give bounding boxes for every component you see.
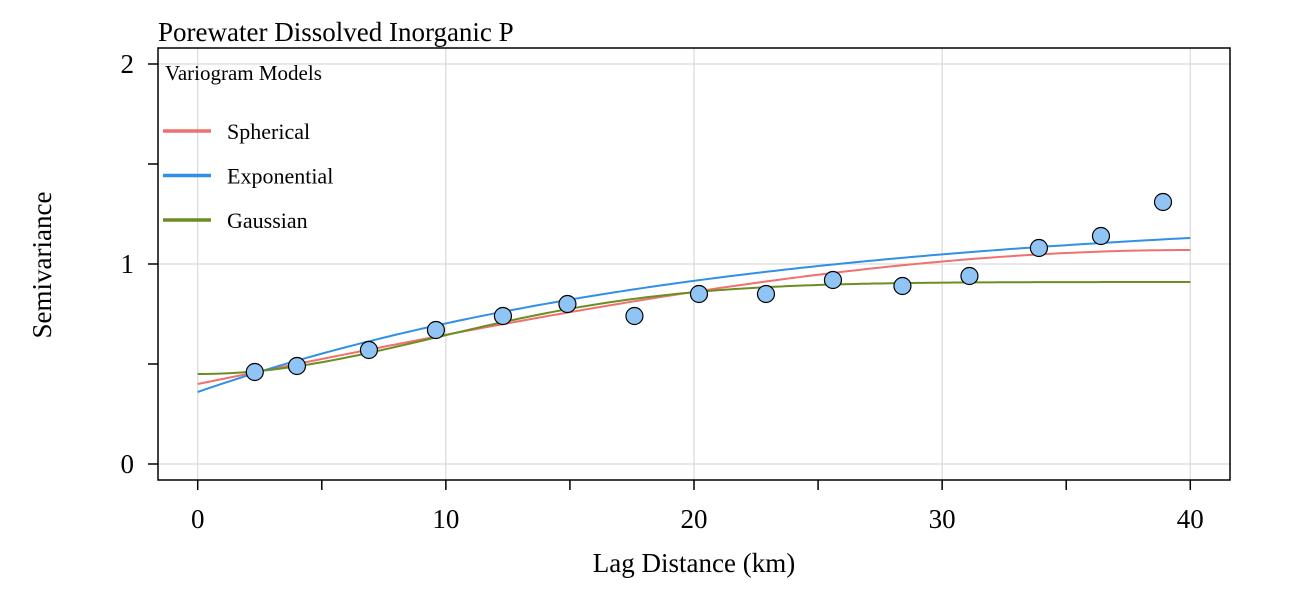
data-point xyxy=(960,266,979,286)
x-tick-label: 30 xyxy=(929,504,956,534)
data-point xyxy=(359,340,379,360)
data-point xyxy=(625,306,644,326)
x-tick-label: 40 xyxy=(1177,504,1204,534)
data-point xyxy=(245,362,264,382)
data-point xyxy=(287,356,307,376)
legend: Variogram Models Spherical Exponential Gau… xyxy=(163,61,333,233)
legend-label: Gaussian xyxy=(227,208,308,233)
data-point xyxy=(823,270,843,290)
chart-title: Porewater Dissolved Inorganic P xyxy=(158,17,514,47)
legend-entries: Spherical Exponential Gaussian xyxy=(163,119,333,233)
y-tick-label: 2 xyxy=(121,49,135,79)
data-points xyxy=(245,192,1173,382)
y-tick-label: 0 xyxy=(121,449,135,479)
data-point xyxy=(1091,226,1111,246)
x-tick-label: 10 xyxy=(432,504,459,534)
data-point xyxy=(493,306,513,326)
y-axis-label: Semivariance xyxy=(27,192,57,339)
x-tick-label: 0 xyxy=(191,504,205,534)
data-point xyxy=(558,294,577,314)
grid xyxy=(158,48,1230,480)
legend-label: Spherical xyxy=(227,119,310,144)
data-point xyxy=(426,320,446,340)
data-point xyxy=(756,284,776,304)
data-point xyxy=(1153,192,1173,212)
x-axis-label: Lag Distance (km) xyxy=(593,548,795,578)
exponential-curve xyxy=(197,236,1191,393)
data-point xyxy=(1029,238,1049,258)
x-tick-label: 20 xyxy=(681,504,708,534)
y-tick-label: 1 xyxy=(121,249,135,279)
legend-label: Exponential xyxy=(227,164,333,189)
axes: 0 10 20 30 40 0 1 2 xyxy=(121,49,1204,534)
data-point xyxy=(689,284,709,304)
data-point xyxy=(893,276,912,296)
legend-title: Variogram Models xyxy=(165,61,322,85)
